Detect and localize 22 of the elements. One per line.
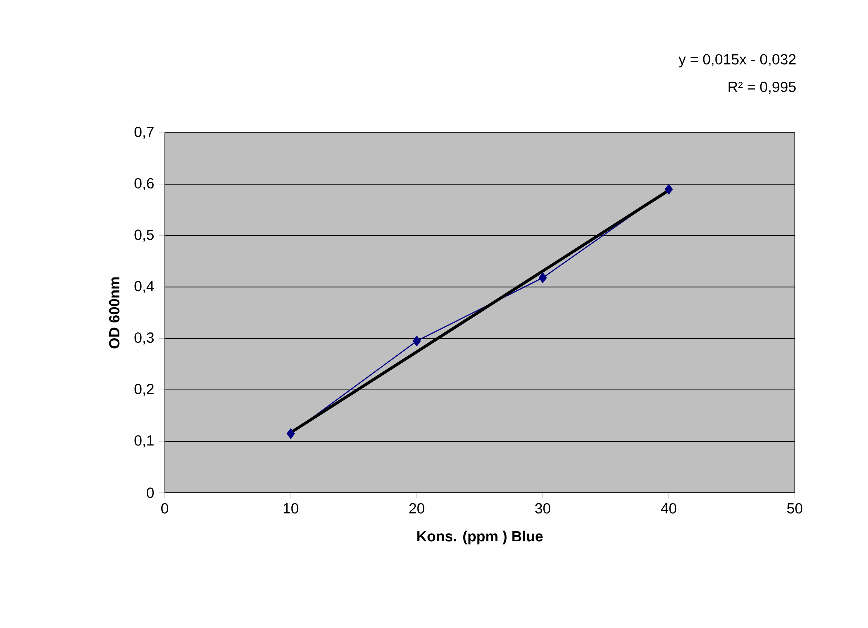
y-tick-label: 0,7 [134,126,154,140]
text: R² = 0,995 [728,82,796,94]
x-tick-label: 40 [661,503,677,514]
text: y = 0,015x - 0,032 [678,54,796,68]
point [412,336,422,346]
x-tick-label: 10 [284,503,299,514]
y-tick-label: 0 [147,488,154,498]
y-tick-label: 0,4 [134,281,154,294]
x-tick-label: 50 [787,503,803,514]
y-tick-label: 0,6 [134,178,154,190]
point [286,428,296,440]
x-axis-title: Kons. (ppm ) Blue [418,530,543,545]
y-tick-label: 0,2 [134,384,154,396]
y-tick-label: 0,5 [134,230,154,242]
y-tick-label: 0,1 [134,436,154,448]
y-axis-title: OD 600nm [109,278,120,349]
x-tick-label: 30 [535,503,551,514]
x-tick-label: 0 [161,503,168,514]
point [538,272,548,284]
y-tick-label: 0,3 [134,332,154,345]
x-tick-label: 20 [410,503,425,514]
point [664,184,674,195]
